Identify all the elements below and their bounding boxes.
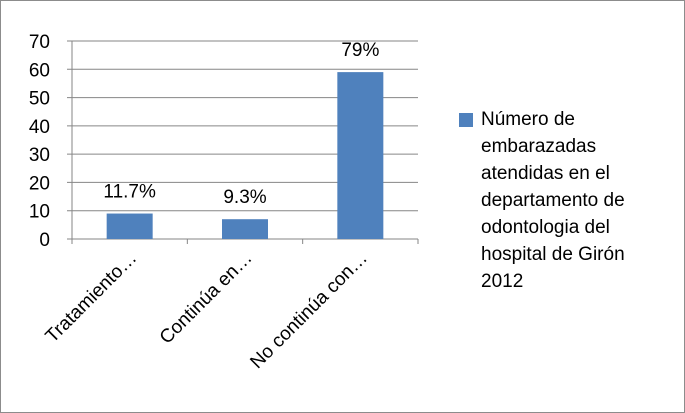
legend: Número de embarazadas atendidas en el de… [459,106,679,295]
category-label: No continúa con… [246,248,371,373]
y-tick-label: 10 [29,202,50,223]
legend-swatch [459,113,473,127]
y-tick-label: 30 [29,145,50,166]
y-axis-ticks: 0 10 20 30 40 50 60 70 [29,32,50,251]
y-tick-label: 40 [29,117,50,138]
bar [337,72,384,239]
legend-label: Número de embarazadas atendidas en el de… [481,109,625,292]
category-label: Tratamiento… [42,248,141,347]
data-label: 11.7% [103,182,156,203]
bar [222,219,268,239]
y-tick-label: 0 [39,230,50,251]
bar [106,213,153,239]
y-tick-label: 20 [29,173,50,194]
category-label: Continúa en… [156,248,257,349]
x-axis-categories: Tratamiento… Continúa en…No continúa con… [42,248,372,373]
bars [106,72,384,239]
y-tick-label: 50 [29,89,50,110]
y-tick-label: 60 [29,60,50,81]
data-labels: 11.7% 9.3% 79% [103,40,379,208]
data-label: 9.3% [223,187,266,208]
data-label: 79% [341,40,379,61]
y-tick-label: 70 [29,32,50,53]
